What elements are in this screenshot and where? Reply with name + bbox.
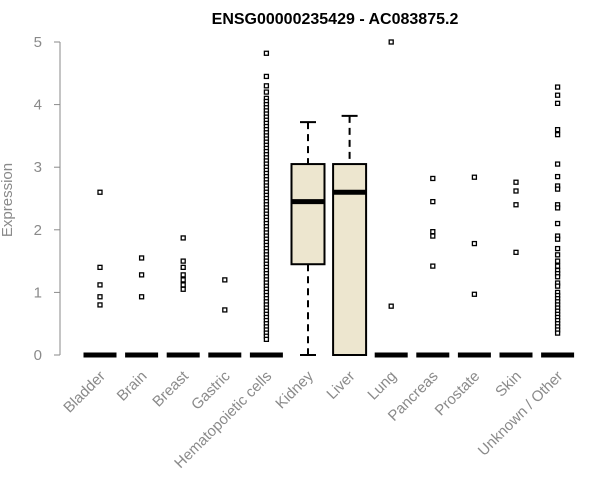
x-tick-label: Breast — [149, 367, 192, 410]
outlier-point — [513, 202, 519, 208]
outlier-point — [138, 294, 145, 300]
y-axis-label: Expression — [0, 163, 16, 237]
outlier-point — [180, 282, 186, 288]
outlier-point — [554, 236, 561, 242]
outlier-point — [388, 303, 394, 309]
x-tick-label: Bladder — [60, 368, 109, 417]
outlier-point — [554, 263, 561, 269]
outlier-point — [97, 282, 103, 288]
y-tick-label: 2 — [34, 222, 42, 239]
outlier-point — [554, 92, 561, 98]
outlier-point — [222, 277, 228, 283]
outlier-point — [180, 258, 186, 264]
box-body — [332, 163, 368, 356]
outlier-point — [138, 255, 145, 261]
outlier-point — [471, 174, 478, 180]
outlier-point — [554, 173, 561, 180]
outlier-point — [97, 189, 103, 195]
outlier-point — [263, 83, 270, 89]
outlier-point — [430, 198, 436, 205]
outlier-point — [97, 264, 103, 271]
x-tick-label: Liver — [323, 368, 358, 403]
outlier-point — [180, 264, 186, 271]
y-tick-label: 4 — [34, 97, 42, 114]
outlier-point — [554, 205, 561, 211]
plot-area — [83, 39, 575, 358]
x-tick-label: Kidney — [272, 367, 317, 412]
outlier-point — [97, 294, 103, 300]
outlier-point — [513, 179, 519, 185]
outlier-point — [513, 188, 519, 194]
y-tick-label: 5 — [34, 34, 42, 51]
outlier-point — [180, 286, 186, 292]
outlier-point — [180, 277, 186, 283]
outlier-point — [554, 126, 561, 133]
outlier-point — [471, 240, 478, 247]
box-bladder — [83, 189, 117, 358]
outlier-point — [180, 235, 186, 241]
outlier-point — [554, 258, 561, 264]
box-skin — [499, 179, 533, 358]
x-tick-label: Skin — [492, 368, 525, 401]
outlier-point — [554, 186, 561, 192]
y-tick-label: 1 — [34, 284, 42, 301]
outlier-point — [471, 291, 478, 297]
outlier-point — [430, 263, 436, 269]
outlier-point — [554, 274, 561, 280]
outlier-point — [430, 175, 436, 182]
outlier-point — [263, 73, 270, 80]
outlier-point — [388, 39, 394, 45]
x-tick-label: Prostate — [432, 368, 484, 420]
y-axis: 0 1 2 3 4 5 — [34, 34, 61, 364]
outlier-point — [138, 272, 145, 278]
box-lung — [374, 39, 408, 358]
box-breast — [166, 235, 200, 358]
outlier-point — [554, 330, 561, 336]
outlier-point — [554, 252, 561, 258]
box-pancreas — [416, 175, 450, 358]
outlier-point — [263, 50, 270, 56]
outlier-point — [97, 302, 103, 308]
y-tick-label: 0 — [34, 347, 42, 364]
box-unknown-other — [541, 84, 575, 358]
outlier-point — [180, 272, 186, 278]
outlier-point — [554, 131, 561, 138]
outlier-point — [430, 233, 436, 239]
y-tick-label: 3 — [34, 159, 42, 176]
outlier-point — [554, 161, 561, 167]
box-body — [290, 163, 326, 266]
chart-title: ENSG00000235429 - AC083875.2 — [212, 11, 459, 28]
outlier-point — [513, 249, 519, 255]
outlier-point — [263, 89, 270, 95]
outlier-point — [554, 100, 561, 106]
outlier-point — [430, 229, 436, 235]
outlier-point — [554, 245, 561, 252]
box-hematopoietic-cells — [249, 50, 283, 358]
outlier-point — [554, 220, 561, 227]
outlier-point — [554, 84, 561, 90]
box-gastric — [208, 277, 242, 358]
box-liver — [332, 114, 368, 356]
box-brain — [125, 255, 159, 358]
box-kidney — [290, 121, 326, 356]
outlier-point — [263, 336, 270, 343]
x-tick-label: Brain — [114, 368, 151, 405]
x-tick-label: Lung — [364, 368, 400, 404]
outlier-point — [554, 283, 561, 289]
outlier-point — [222, 307, 228, 313]
box-prostate — [457, 174, 491, 358]
